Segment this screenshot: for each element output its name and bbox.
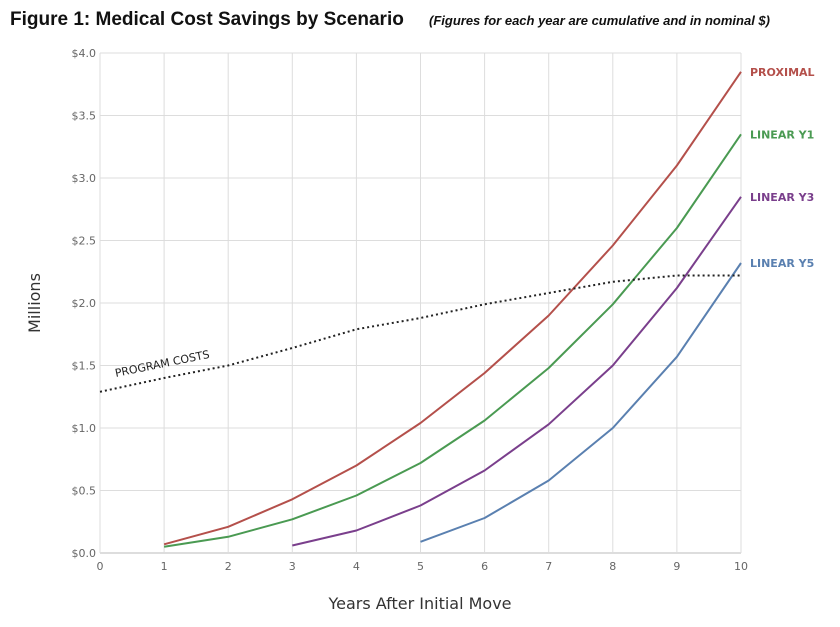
- x-tick-label: 3: [289, 560, 296, 573]
- x-tick-label: 5: [417, 560, 424, 573]
- x-tick-labels: 0 1 2 3 4 5 6 7 8 9 10: [97, 560, 749, 573]
- y-tick-label: $1.5: [72, 360, 97, 373]
- x-tick-label: 1: [161, 560, 168, 573]
- series-label-linear-y5: LINEAR Y5: [750, 257, 814, 270]
- series-label-linear-y1: LINEAR Y1: [750, 128, 814, 141]
- y-tick-label: $3.5: [72, 110, 97, 123]
- series-line-linear-y1: [163, 133, 742, 548]
- y-tick-label: $4.0: [72, 47, 97, 60]
- series-label-program-costs: PROGRAM COSTS: [114, 348, 211, 380]
- y-tick-label: $2.5: [72, 235, 97, 248]
- gridlines: [99, 52, 742, 554]
- x-tick-label: 2: [225, 560, 232, 573]
- chart-subtitle: (Figures for each year are cumulative an…: [429, 13, 770, 28]
- x-tick-label: 7: [545, 560, 552, 573]
- y-tick-label: $2.0: [72, 297, 97, 310]
- y-tick-label: $0.5: [72, 485, 97, 498]
- series-line-linear-y5: [420, 262, 742, 543]
- x-tick-label: 8: [609, 560, 616, 573]
- series-lines: [99, 71, 742, 548]
- y-tick-label: $0.0: [72, 547, 97, 560]
- series-label-linear-y3: LINEAR Y3: [750, 191, 814, 204]
- x-tick-label: 6: [481, 560, 488, 573]
- series-labels: PROXIMAL LINEAR Y1 LINEAR Y3 LINEAR Y5 PROGR…: [114, 66, 815, 380]
- x-tick-label: 9: [673, 560, 680, 573]
- series-line-program-costs: [99, 274, 741, 393]
- x-tick-label: 0: [97, 560, 104, 573]
- series-label-proximal: PROXIMAL: [750, 66, 815, 79]
- y-tick-label: $1.0: [72, 422, 97, 435]
- y-axis-label: Millions: [25, 273, 44, 333]
- chart-title: Figure 1: Medical Cost Savings by Scenar…: [10, 9, 404, 30]
- x-tick-label: 4: [353, 560, 360, 573]
- series-line-linear-y3: [292, 196, 742, 547]
- x-tick-label: 10: [734, 560, 748, 573]
- y-tick-labels: $0.0 $0.5 $1.0 $1.5 $2.0 $2.5 $3.0 $3.5 $4.0: [72, 47, 97, 560]
- x-axis-label: Years After Initial Move: [327, 594, 511, 613]
- series-line-proximal: [163, 71, 742, 546]
- y-tick-label: $3.0: [72, 172, 97, 185]
